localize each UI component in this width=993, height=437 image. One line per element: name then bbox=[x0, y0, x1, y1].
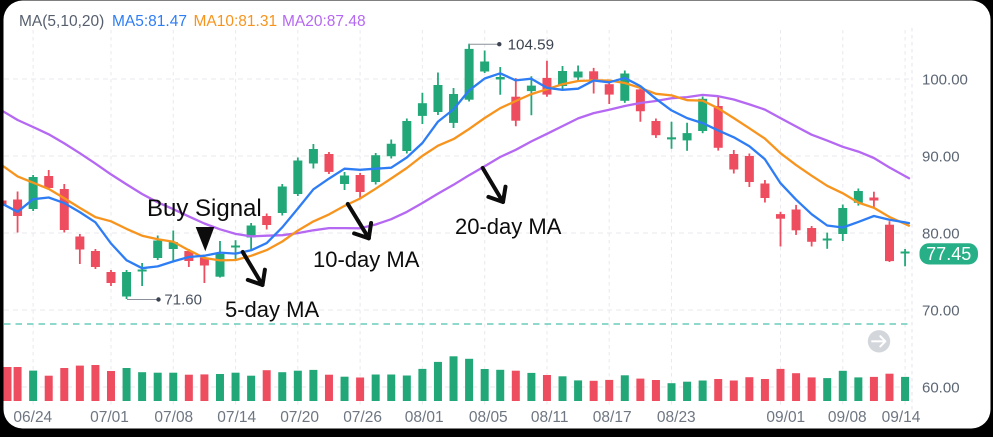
svg-text:20-day MA: 20-day MA bbox=[455, 214, 562, 239]
svg-text:09/08: 09/08 bbox=[828, 409, 867, 426]
svg-text:09/14: 09/14 bbox=[882, 409, 921, 426]
svg-text:07/08: 07/08 bbox=[154, 409, 193, 426]
svg-text:10-day MA: 10-day MA bbox=[313, 247, 420, 272]
svg-text:90.00: 90.00 bbox=[922, 149, 960, 166]
svg-text:MA(5,10,20): MA(5,10,20) bbox=[19, 13, 104, 30]
svg-text:08/23: 08/23 bbox=[657, 409, 696, 426]
svg-text:MA5:81.47: MA5:81.47 bbox=[112, 13, 187, 30]
svg-text:09/01: 09/01 bbox=[766, 409, 805, 426]
svg-text:07/26: 07/26 bbox=[343, 409, 382, 426]
svg-text:104.59: 104.59 bbox=[508, 36, 554, 53]
svg-text:77.45: 77.45 bbox=[926, 244, 971, 264]
svg-text:5-day MA: 5-day MA bbox=[225, 297, 319, 322]
svg-text:08/05: 08/05 bbox=[469, 409, 508, 426]
svg-text:60.00: 60.00 bbox=[922, 380, 960, 397]
svg-text:80.00: 80.00 bbox=[922, 226, 960, 243]
svg-text:07/01: 07/01 bbox=[90, 409, 129, 426]
svg-text:07/20: 07/20 bbox=[280, 409, 319, 426]
svg-text:07/14: 07/14 bbox=[217, 409, 256, 426]
svg-text:70.00: 70.00 bbox=[922, 303, 960, 320]
svg-text:08/01: 08/01 bbox=[405, 409, 444, 426]
svg-text:MA20:87.48: MA20:87.48 bbox=[282, 13, 366, 30]
svg-text:Buy Signal: Buy Signal bbox=[147, 195, 262, 222]
svg-text:08/17: 08/17 bbox=[593, 409, 632, 426]
svg-text:06/24: 06/24 bbox=[13, 409, 52, 426]
svg-text:71.60: 71.60 bbox=[164, 292, 202, 309]
svg-text:100.00: 100.00 bbox=[922, 72, 968, 89]
svg-text:MA10:81.31: MA10:81.31 bbox=[194, 13, 278, 30]
svg-text:08/11: 08/11 bbox=[531, 409, 569, 426]
